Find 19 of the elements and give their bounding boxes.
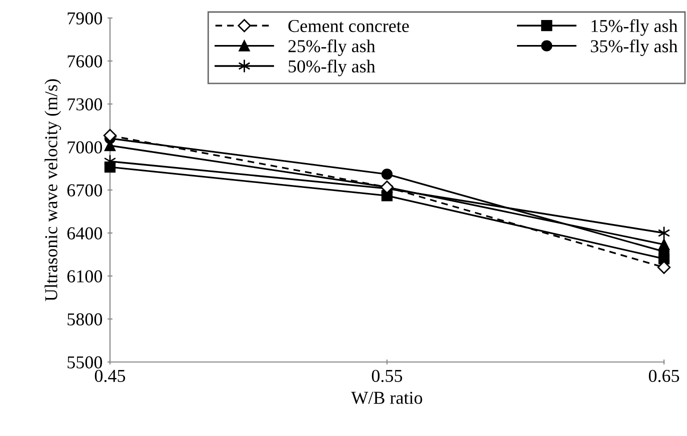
y-axis-title: Ultrasonic wave velocity (m/s) <box>44 79 62 302</box>
y-tick-label: 7300 <box>68 98 102 110</box>
y-tick-label: 6400 <box>67 227 102 240</box>
legend-label: 25%-fly ash <box>288 39 376 56</box>
x-tick-label: 0.55 <box>372 370 402 382</box>
legend-label: 15%-fly ash <box>592 19 678 36</box>
y-tick-label: 6700 <box>67 184 102 196</box>
legend-label: Cement concrete <box>288 20 409 32</box>
x-tick-label: 0.45 <box>94 370 126 382</box>
y-tick-label: 5500 <box>68 356 102 368</box>
y-tick-label: 7000 <box>68 141 102 154</box>
legend-label: 50%-fly ash <box>288 60 376 76</box>
x-axis-title: W/B ratio <box>351 392 422 404</box>
x-tick-label: 0.65 <box>648 370 680 382</box>
y-tick-label: 7900 <box>68 12 102 24</box>
y-tick-label: 7600 <box>68 55 102 68</box>
y-tick-label: 6100 <box>67 270 102 282</box>
y-tick-label: 5800 <box>68 313 102 326</box>
legend-label: 35%-fly ash <box>590 39 678 56</box>
